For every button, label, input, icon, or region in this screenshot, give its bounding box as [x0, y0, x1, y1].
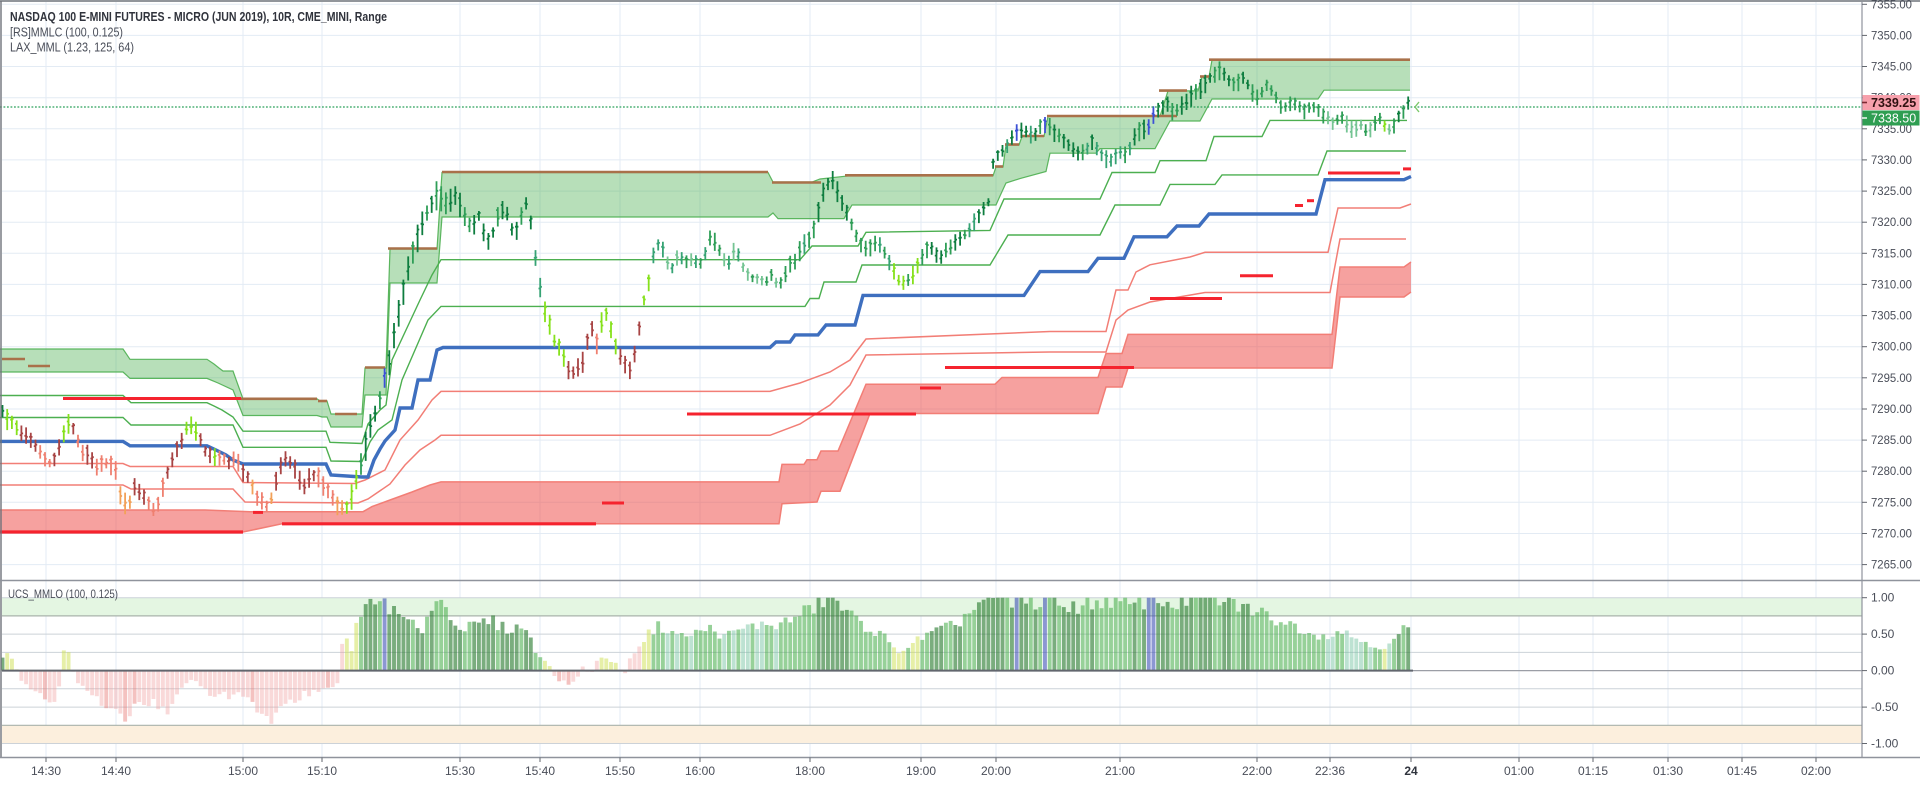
svg-text:7300.00: 7300.00	[1871, 340, 1912, 354]
svg-text:7330.00: 7330.00	[1871, 153, 1912, 167]
svg-text:7270.00: 7270.00	[1871, 527, 1912, 541]
svg-text:7338.50: 7338.50	[1871, 112, 1916, 126]
svg-text:01:00: 01:00	[1504, 764, 1534, 778]
svg-text:7345.00: 7345.00	[1871, 60, 1912, 74]
svg-text:19:00: 19:00	[906, 764, 936, 778]
svg-text:15:00: 15:00	[228, 764, 258, 778]
svg-text:21:00: 21:00	[1105, 764, 1135, 778]
svg-text:14:40: 14:40	[101, 764, 131, 778]
svg-text:-1.00: -1.00	[1871, 737, 1899, 751]
svg-text:14:30: 14:30	[31, 764, 61, 778]
svg-text:7280.00: 7280.00	[1871, 464, 1912, 478]
svg-text:7285.00: 7285.00	[1871, 433, 1912, 447]
svg-text:7265.00: 7265.00	[1871, 558, 1912, 572]
svg-text:01:15: 01:15	[1578, 764, 1608, 778]
svg-text:16:00: 16:00	[685, 764, 715, 778]
svg-text:7325.00: 7325.00	[1871, 184, 1912, 198]
svg-text:22:00: 22:00	[1242, 764, 1272, 778]
svg-text:18:00: 18:00	[795, 764, 825, 778]
svg-text:NASDAQ 100 E-MINI FUTURES - MI: NASDAQ 100 E-MINI FUTURES - MICRO (JUN 2…	[10, 9, 387, 24]
svg-text:15:50: 15:50	[605, 764, 635, 778]
svg-text:15:40: 15:40	[525, 764, 555, 778]
svg-text:7295.00: 7295.00	[1871, 371, 1912, 385]
svg-text:[RS]MMLC (100, 0.125): [RS]MMLC (100, 0.125)	[10, 26, 123, 40]
svg-text:01:45: 01:45	[1727, 764, 1757, 778]
svg-text:0.50: 0.50	[1871, 627, 1895, 641]
svg-text:7350.00: 7350.00	[1871, 28, 1912, 42]
svg-text:01:30: 01:30	[1653, 764, 1683, 778]
svg-text:02:00: 02:00	[1801, 764, 1831, 778]
svg-text:7339.25: 7339.25	[1871, 96, 1916, 110]
svg-text:1.00: 1.00	[1871, 591, 1895, 605]
svg-text:24: 24	[1404, 764, 1418, 778]
svg-text:15:10: 15:10	[307, 764, 337, 778]
svg-text:7310.00: 7310.00	[1871, 277, 1912, 291]
svg-text:7290.00: 7290.00	[1871, 402, 1912, 416]
svg-text:7275.00: 7275.00	[1871, 495, 1912, 509]
svg-text:15:30: 15:30	[445, 764, 475, 778]
svg-text:LAX_MML (1.23, 125, 64): LAX_MML (1.23, 125, 64)	[10, 41, 134, 55]
svg-text:0.00: 0.00	[1871, 664, 1895, 678]
svg-text:UCS_MMLO (100, 0.125): UCS_MMLO (100, 0.125)	[8, 587, 118, 601]
svg-text:22:36: 22:36	[1315, 764, 1345, 778]
svg-text:7320.00: 7320.00	[1871, 215, 1912, 229]
svg-text:7355.00: 7355.00	[1871, 0, 1912, 11]
svg-text:-0.50: -0.50	[1871, 700, 1899, 714]
svg-text:20:00: 20:00	[981, 764, 1011, 778]
svg-text:7315.00: 7315.00	[1871, 246, 1912, 260]
svg-text:7305.00: 7305.00	[1871, 309, 1912, 323]
